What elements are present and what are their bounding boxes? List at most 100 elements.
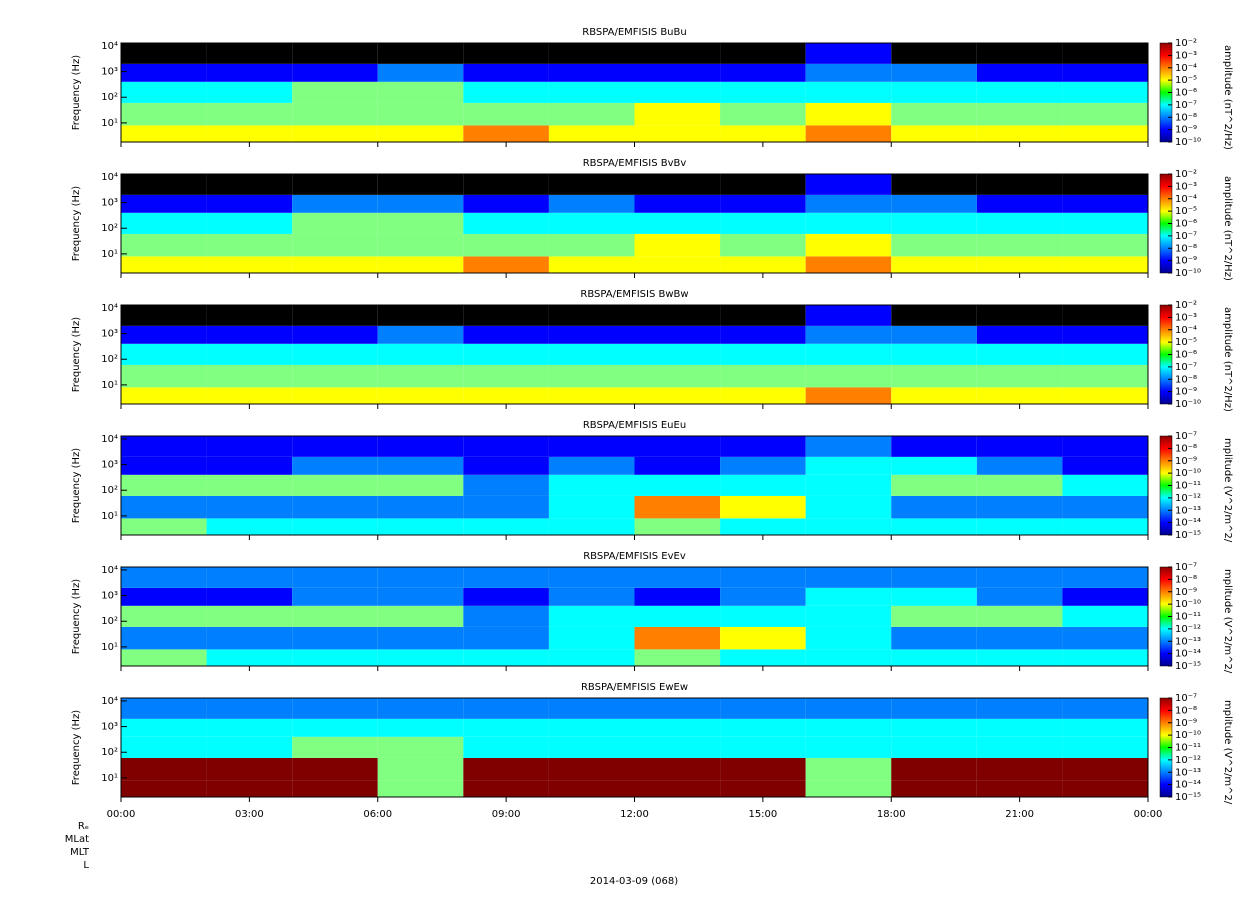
- spectrogram-cell: [377, 102, 464, 126]
- spectrogram-cell: [976, 518, 1063, 535]
- y-tick-label: 10¹: [101, 642, 118, 653]
- spectrogram-cell: [891, 736, 977, 758]
- spectrogram-cell: [121, 605, 207, 627]
- spectrogram-cell: [720, 495, 806, 519]
- panel-title: RBSPA/EMFISIS BuBu: [582, 27, 686, 38]
- spectrogram-cell: [720, 567, 806, 588]
- spectrogram-cell: [634, 233, 721, 257]
- spectrogram-cell: [121, 364, 207, 388]
- spectrogram-cell: [1062, 102, 1148, 126]
- spectrogram-cell: [1062, 587, 1148, 606]
- colorbar-tick-label: 10⁻⁶: [1175, 350, 1197, 361]
- spectrogram-cell: [377, 698, 464, 719]
- spectrogram-cell: [548, 343, 635, 365]
- spectrogram-cell: [1062, 495, 1148, 519]
- spectrogram-cell: [1062, 43, 1148, 64]
- spectrogram-cell: [720, 718, 806, 737]
- spectrogram-cell: [121, 495, 207, 519]
- colorbar-tick-label: 10⁻⁸: [1175, 112, 1197, 123]
- spectrogram-cell: [377, 174, 464, 195]
- spectrogram-cell: [121, 343, 207, 365]
- spectrogram-cell: [377, 718, 464, 737]
- colorbar-tick-label: 10⁻⁵: [1175, 75, 1197, 86]
- spectrogram-cell: [121, 757, 207, 781]
- spectrogram-cell: [463, 125, 549, 142]
- spectrogram-cell: [1062, 194, 1148, 213]
- spectrogram-cell: [720, 364, 806, 388]
- colorbar-tick-label: 10⁻¹¹: [1175, 743, 1201, 754]
- spectrogram-cell: [805, 718, 892, 737]
- y-tick-label: 10²: [101, 354, 118, 365]
- spectrogram-cell: [292, 233, 378, 257]
- spectrogram-cell: [976, 43, 1063, 64]
- spectrogram-cell: [1062, 81, 1148, 103]
- spectrogram-cell: [634, 194, 721, 213]
- spectrogram-cell: [292, 456, 378, 475]
- spectrogram-cell: [891, 325, 977, 344]
- spectrogram-cell: [377, 325, 464, 344]
- spectrogram-cell: [206, 587, 293, 606]
- spectrogram-cell: [1062, 649, 1148, 666]
- spectrogram-cell: [121, 212, 207, 234]
- y-tick-label: 10²: [101, 485, 118, 496]
- spectrogram-cell: [976, 174, 1063, 195]
- colorbar-tick-label: 10⁻⁵: [1175, 206, 1197, 217]
- spectrogram-cell: [976, 212, 1063, 234]
- spectrogram-cell: [976, 364, 1063, 388]
- spectrogram-cell: [634, 757, 721, 781]
- spectrogram-cell: [976, 649, 1063, 666]
- spectrogram-cell: [976, 474, 1063, 496]
- spectrogram-cell: [805, 81, 892, 103]
- spectrogram-cell: [206, 43, 293, 64]
- spectrogram-cell: [206, 233, 293, 257]
- spectrogram-cell: [1062, 626, 1148, 650]
- spectrogram-cell: [634, 256, 721, 273]
- spectrogram-cell: [720, 43, 806, 64]
- spectrogram-cell: [548, 102, 635, 126]
- spectrogram-cell: [891, 125, 977, 142]
- spectrogram-cell: [548, 626, 635, 650]
- spectrogram-cell: [805, 174, 892, 195]
- spectrogram-cell: [463, 81, 549, 103]
- colorbar-tick-label: 10⁻¹²: [1175, 624, 1201, 635]
- spectrogram-cell: [463, 63, 549, 82]
- spectrogram-cell: [121, 474, 207, 496]
- colorbar-tick-label: 10⁻¹⁰: [1175, 599, 1201, 610]
- spectrogram-cell: [206, 63, 293, 82]
- spectrogram-cell: [976, 387, 1063, 404]
- y-axis-label: Frequency (Hz): [71, 317, 82, 393]
- spectrogram-cell: [548, 567, 635, 588]
- y-tick-label: 10³: [101, 329, 118, 340]
- spectrogram-cell: [292, 495, 378, 519]
- spectrogram-cell: [292, 194, 378, 213]
- spectrogram-cell: [463, 567, 549, 588]
- spectrogram-cell: [377, 649, 464, 666]
- ephemeris-label: L: [83, 860, 89, 871]
- spectrogram-cell: [292, 343, 378, 365]
- spectrogram-cell: [206, 102, 293, 126]
- spectrogram-cell: [206, 125, 293, 142]
- spectrogram-cell: [121, 780, 207, 797]
- spectrogram-cell: [463, 194, 549, 213]
- spectrogram-cell: [720, 325, 806, 344]
- y-tick-label: 10²: [101, 747, 118, 758]
- colorbar-tick-label: 10⁻¹¹: [1175, 481, 1201, 492]
- spectrogram-cell: [976, 780, 1063, 797]
- y-tick-label: 10¹: [101, 511, 118, 522]
- spectrogram-cell: [463, 305, 549, 326]
- spectrogram-cell: [976, 325, 1063, 344]
- y-tick-label: 10¹: [101, 249, 118, 260]
- spectrogram-cell: [548, 436, 635, 457]
- spectrogram-cell: [805, 518, 892, 535]
- spectrogram-cell: [377, 518, 464, 535]
- spectrogram-cell: [720, 233, 806, 257]
- colorbar-tick-label: 10⁻¹¹: [1175, 612, 1201, 623]
- spectrogram-cell: [634, 212, 721, 234]
- colorbar-tick-label: 10⁻⁴: [1175, 325, 1197, 336]
- spectrogram-cell: [720, 736, 806, 758]
- spectrogram-cell: [634, 102, 721, 126]
- spectrogram-cell: [292, 718, 378, 737]
- panel-title: RBSPA/EMFISIS BvBv: [583, 158, 687, 169]
- colorbar-tick-label: 10⁻¹⁰: [1175, 268, 1201, 279]
- spectrogram-cell: [634, 325, 721, 344]
